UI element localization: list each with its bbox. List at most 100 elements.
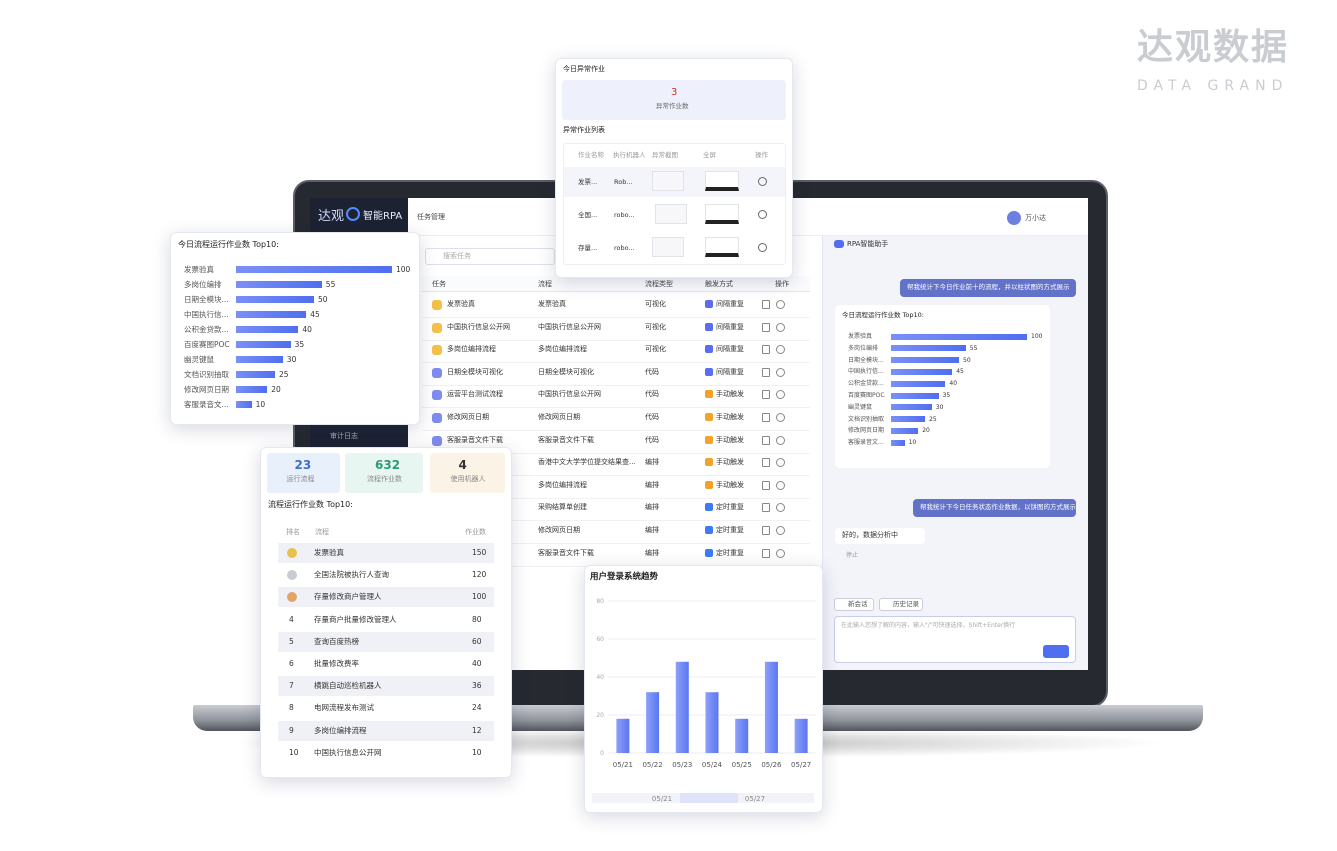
x-tick-label: 05/22: [642, 761, 662, 769]
row-actions[interactable]: [762, 300, 770, 309]
bar-label: 日期全模块...: [184, 295, 229, 304]
chart-title: 今日流程运行作业数 Top10:: [178, 240, 279, 249]
bar: [764, 661, 778, 753]
bar-label: 百度赛图POC: [848, 392, 885, 399]
flow-name: 客服录音文件下载: [538, 548, 594, 557]
bar-value: 20: [271, 385, 281, 394]
exceptions-count-label: 异常作业数: [656, 102, 689, 110]
search-box[interactable]: [425, 248, 555, 265]
row-info[interactable]: [776, 300, 785, 309]
row-actions[interactable]: [762, 548, 770, 558]
bar-value: 50: [318, 295, 328, 304]
bar-value: 30: [286, 355, 297, 364]
history-button[interactable]: [879, 598, 923, 611]
login-chart: 0 20 40 60 80 05/21 05/22 05/23 05/24 05/25 05/26 0…: [592, 598, 816, 803]
stat-label: 使用机器人: [450, 475, 486, 483]
bar-value: 30: [935, 403, 944, 411]
action-icon[interactable]: [758, 210, 767, 219]
task-name: 中国执行信息公开网: [447, 322, 510, 331]
column-header: 操作: [775, 280, 789, 288]
exceptions-column: 执行机器人: [613, 151, 646, 159]
screenshot-thumb: [655, 204, 687, 224]
bar: [236, 265, 392, 273]
assistant-icon: [834, 240, 844, 248]
row-actions[interactable]: [762, 503, 770, 513]
rank: 4: [289, 614, 294, 624]
table-row: [422, 364, 810, 386]
row-actions[interactable]: [762, 322, 770, 332]
app-logo: 达观: [318, 209, 345, 224]
row-actions[interactable]: [762, 526, 770, 535]
medal: [287, 592, 297, 603]
ranking-column: 排名: [286, 528, 300, 536]
stat-box: [267, 453, 340, 493]
medal: [287, 548, 297, 558]
bar: [236, 385, 268, 393]
bar: [236, 370, 275, 378]
row-actions[interactable]: [762, 390, 770, 400]
flow-type: 编排: [645, 526, 659, 534]
bar: [794, 718, 808, 753]
row-actions[interactable]: [762, 458, 770, 468]
task-name: 修改网页日期: [447, 413, 489, 421]
row-info[interactable]: [776, 458, 785, 468]
job-count: 60: [472, 636, 482, 646]
rank: 5: [289, 636, 294, 646]
bar: [236, 355, 283, 363]
user-message: 帮我统计下今日任务状态作业数据，以饼图的方式展示: [920, 503, 1076, 511]
row-info[interactable]: [776, 526, 785, 535]
job-count: 120: [472, 570, 487, 580]
send-button[interactable]: [1043, 645, 1069, 658]
bar: [891, 439, 905, 446]
flow-type: 编排: [645, 548, 659, 557]
action-icon[interactable]: [758, 177, 767, 186]
chat-input[interactable]: [834, 616, 1076, 663]
job-count: 36: [472, 681, 482, 691]
row-info[interactable]: [776, 367, 785, 377]
fullscreen-thumb: [705, 237, 739, 257]
row-actions[interactable]: [762, 367, 770, 377]
new-chat-button[interactable]: [834, 598, 874, 611]
row-actions[interactable]: [762, 413, 770, 422]
column-header: 流程类型: [645, 280, 673, 288]
row-actions[interactable]: [762, 435, 770, 445]
row-actions[interactable]: [762, 345, 770, 355]
task-name: 多岗位编排流程: [447, 345, 496, 354]
row-info[interactable]: [776, 390, 785, 400]
row-info[interactable]: [776, 345, 785, 355]
bar-label: 公积金贷款...: [184, 325, 229, 334]
column-header: 流程: [538, 280, 552, 288]
bar-label: 日期全模块...: [848, 356, 884, 364]
stat-value: 4: [458, 458, 467, 472]
task-name: 发票验真: [447, 300, 475, 308]
job-count: 40: [472, 659, 482, 668]
flow-name: 修改网页日期: [538, 526, 580, 534]
bar-value: 40: [302, 325, 312, 334]
task-icon: [432, 345, 442, 356]
x-tick-label: 05/23: [672, 761, 692, 769]
table-row: [422, 319, 810, 341]
action-icon[interactable]: [758, 243, 767, 252]
row-info[interactable]: [776, 322, 785, 332]
task-name: 日期全模块可视化: [447, 367, 503, 376]
ranking-column: 流程: [315, 528, 329, 536]
bar: [891, 333, 1027, 340]
x-tick-label: 05/27: [791, 761, 811, 769]
row-info[interactable]: [776, 413, 785, 422]
flow-name: 采购结算单创建: [538, 503, 587, 512]
row-info[interactable]: [776, 480, 785, 490]
ranking-column: 作业数: [465, 528, 486, 536]
trigger: 手动触发: [716, 413, 744, 421]
flow-name: 日期全模块可视化: [538, 367, 594, 376]
flow-type: 代码: [645, 367, 659, 376]
zoom-window: [680, 793, 738, 803]
rank: 10: [289, 747, 299, 757]
row-info[interactable]: [776, 503, 785, 513]
row-actions[interactable]: [762, 480, 770, 490]
bar-value: 100: [396, 265, 411, 274]
row-info[interactable]: [776, 435, 785, 445]
row-info[interactable]: [776, 548, 785, 558]
bar: [236, 280, 322, 288]
trigger-icon: [705, 548, 713, 557]
table-row: [422, 341, 810, 364]
